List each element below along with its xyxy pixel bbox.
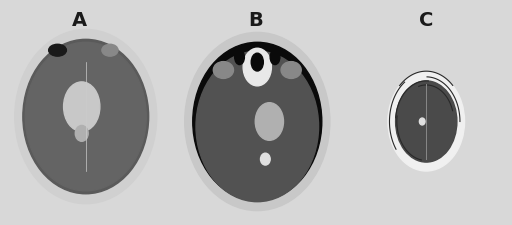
Ellipse shape	[63, 82, 100, 131]
Circle shape	[23, 39, 148, 194]
Circle shape	[15, 29, 157, 204]
Circle shape	[193, 42, 322, 201]
Ellipse shape	[388, 72, 464, 171]
Circle shape	[261, 153, 270, 165]
Ellipse shape	[396, 81, 457, 162]
Circle shape	[419, 118, 425, 125]
Ellipse shape	[49, 44, 67, 56]
Ellipse shape	[251, 53, 263, 71]
Ellipse shape	[234, 50, 244, 65]
Circle shape	[185, 32, 330, 211]
Ellipse shape	[243, 48, 271, 86]
Text: A: A	[72, 11, 87, 30]
Circle shape	[25, 42, 146, 191]
Ellipse shape	[281, 62, 301, 79]
Circle shape	[196, 51, 318, 202]
Ellipse shape	[396, 82, 456, 161]
Text: B: B	[249, 11, 263, 30]
Circle shape	[75, 126, 88, 141]
Ellipse shape	[214, 62, 233, 79]
Ellipse shape	[255, 103, 284, 140]
Text: C: C	[419, 11, 434, 30]
Ellipse shape	[270, 50, 280, 65]
Ellipse shape	[102, 44, 118, 56]
